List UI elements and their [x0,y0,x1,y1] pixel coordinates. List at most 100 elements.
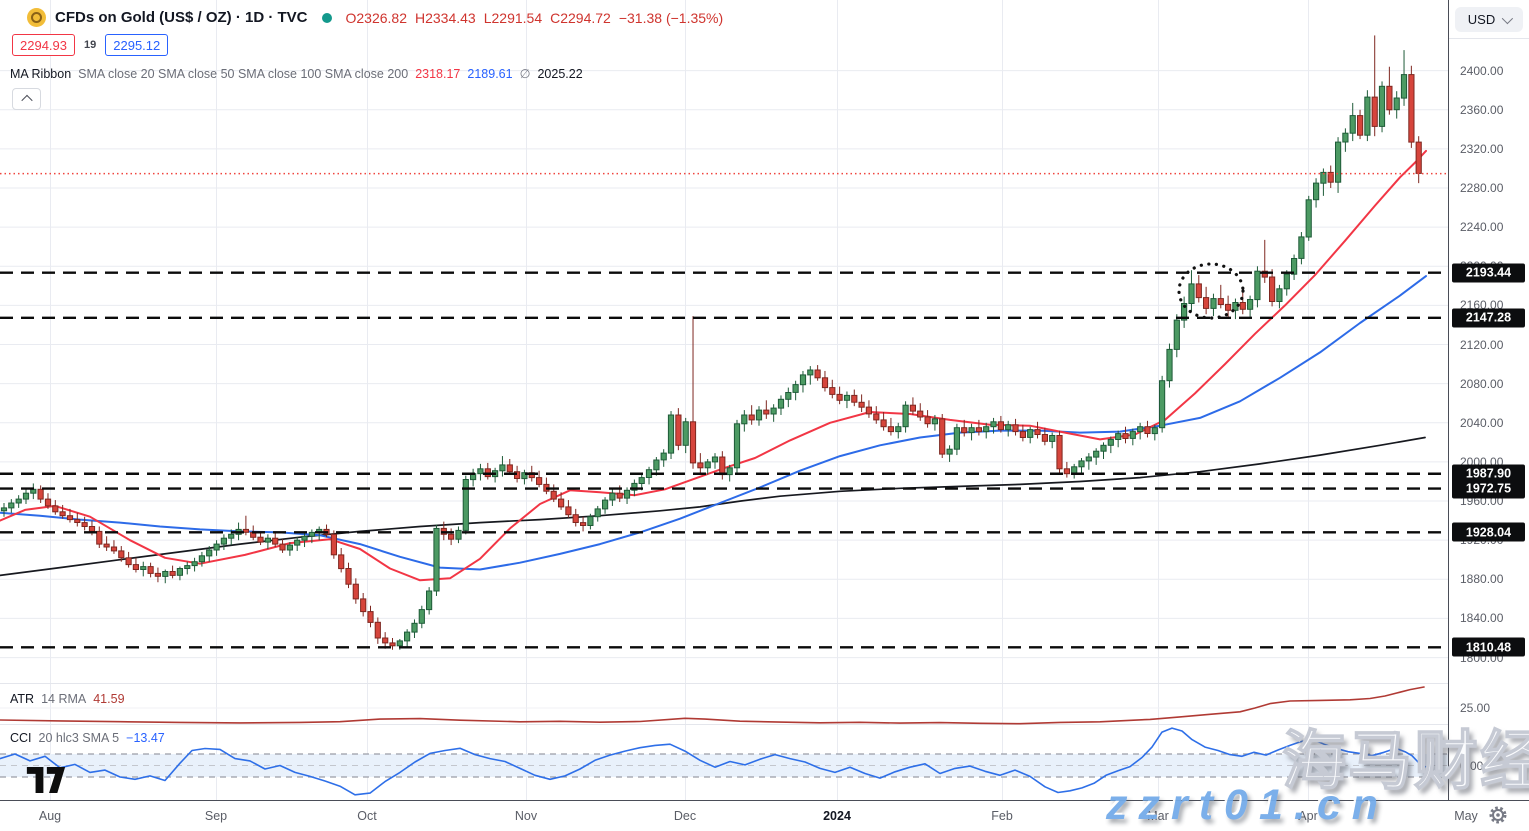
collapse-legend-button[interactable] [12,88,41,110]
buy-button[interactable]: 2295.12 [105,34,169,56]
candle-body [1137,426,1144,433]
candle-body [1012,424,1019,433]
candle-body [66,515,74,521]
tradingview-logo-icon[interactable] [26,766,66,799]
candle-body [536,477,543,485]
chevron-up-icon [20,94,33,107]
candle-body [968,427,975,434]
candle-body [785,392,792,400]
candle-body [616,492,623,499]
candle-body [719,456,726,476]
candle-body [953,427,960,450]
ma-ribbon-name[interactable]: MA Ribbon [10,67,72,81]
price-level-badge: 1987.90 [1452,464,1525,484]
price-level-badge: 2147.28 [1452,308,1525,328]
candle-body [924,416,931,425]
candle-body [345,568,352,585]
time-axis-label: Aug [38,809,62,823]
candle-body [1085,456,1092,462]
candle-body [814,369,821,379]
gear-icon[interactable] [1487,804,1509,831]
candle-body [1364,96,1371,136]
currency-dropdown[interactable]: USD [1455,7,1523,32]
indicator-tick-label: 0.00 [1460,758,1484,773]
symbol-legend[interactable]: CFDs on Gold (US$ / OZ) · 1D · TVC O2326… [27,8,723,27]
candle-body [580,522,587,526]
candle-body [704,461,711,469]
time-axis[interactable]: Aug Sep Oct Nov Dec 2024 Feb Mar Apr May [0,800,1529,831]
candle-body [125,557,132,566]
time-axis-label: Feb [991,809,1013,823]
candle-body [1320,171,1327,184]
candle-body [272,537,279,545]
candle-body [1357,115,1364,136]
candle-body [1107,438,1114,446]
candle-body [917,410,924,418]
atr-value: 41.59 [93,692,125,706]
chart-canvas[interactable] [0,0,1448,800]
ma-ribbon-legend[interactable]: MA Ribbon SMA close 20 SMA close 50 SMA … [10,66,583,81]
candle-body [279,543,286,551]
candle-body [895,426,902,433]
candle-body [88,526,96,532]
market-status-icon[interactable] [321,12,332,23]
candle-body [514,471,521,480]
cci-params: 20 hlc3 SMA 5 [38,731,120,745]
price-level-badge: 2193.44 [1452,263,1525,283]
candle-body [52,505,59,513]
candle-body [448,533,455,540]
sma20-line [0,149,1427,582]
symbol-title[interactable]: CFDs on Gold (US$ / OZ) · 1D · TVC [55,9,308,26]
candle-body [653,459,660,471]
indicator-tick-label: 25.00 [1460,701,1491,715]
price-level-badge: 1810.48 [1452,637,1525,657]
candle-body [1034,429,1041,436]
candle-body [594,508,601,518]
ma-ribbon-params: SMA close 20 SMA close 50 SMA close 100 … [78,67,409,81]
candle-body [975,427,982,433]
candle-body [1129,431,1136,439]
candle-body [118,550,125,559]
candle-body [499,464,506,472]
currency-label: USD [1467,12,1496,27]
gold-symbol-icon [27,8,46,27]
ellipse-annotation [1177,262,1245,320]
time-axis-label: Sep [204,809,228,823]
candle-body [103,543,110,548]
candle-body [74,519,81,523]
candle-body [1093,450,1100,458]
candle-body [81,522,88,527]
price-tick-label: 2120.00 [1460,337,1504,352]
atr-indicator-legend[interactable]: ATR 14 RMA 41.59 [10,692,125,706]
candle-body [623,489,631,499]
candle-body [645,469,653,479]
candle-body [213,543,220,551]
cci-indicator-legend[interactable]: CCI 20 hlc3 SMA 5 −13.47 [10,731,165,745]
sma100-hidden-icon: ∅ [519,67,531,81]
candle-body [15,498,22,504]
candle-body [30,488,37,494]
candle-body [506,464,513,473]
cci-name[interactable]: CCI [10,731,32,745]
candle-body [946,448,953,455]
candle-body [631,482,638,491]
candle-body [1313,182,1320,201]
candle-body [374,621,381,639]
sma20-value: 2318.17 [415,67,461,81]
candle-body [843,394,851,401]
candle-body [682,421,689,446]
candle-body [367,611,374,623]
price-axis[interactable]: USD 2400.00 2360.00 2320.00 2280.00 2240.00 2… [1448,0,1529,831]
candle-body [587,516,594,527]
candle-body [887,426,894,433]
candle-body [1327,171,1334,183]
axis-separator [1449,38,1529,39]
candle-body [352,583,359,600]
sell-button[interactable]: 2294.93 [12,34,75,56]
candle-body [726,467,733,476]
candle-body [242,528,250,533]
candle-body [1078,460,1085,468]
atr-name[interactable]: ATR [10,692,35,706]
candle-body [807,369,814,376]
